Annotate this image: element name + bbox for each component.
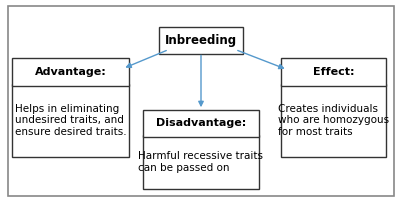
Text: Advantage:: Advantage: xyxy=(34,67,106,77)
FancyBboxPatch shape xyxy=(142,135,259,189)
Text: Harmful recessive traits
can be passed on: Harmful recessive traits can be passed o… xyxy=(138,151,263,173)
Text: Helps in eliminating
undesired traits, and
ensure desired traits.: Helps in eliminating undesired traits, a… xyxy=(14,104,126,137)
Text: Creates individuals
who are homozygous
for most traits: Creates individuals who are homozygous f… xyxy=(277,104,388,137)
FancyBboxPatch shape xyxy=(281,58,385,86)
FancyBboxPatch shape xyxy=(12,84,128,157)
FancyBboxPatch shape xyxy=(281,84,385,157)
FancyBboxPatch shape xyxy=(8,6,393,196)
FancyBboxPatch shape xyxy=(12,58,128,86)
FancyBboxPatch shape xyxy=(142,110,259,137)
Text: Disadvantage:: Disadvantage: xyxy=(156,118,245,128)
Text: Effect:: Effect: xyxy=(312,67,354,77)
Text: Inbreeding: Inbreeding xyxy=(164,34,237,47)
FancyBboxPatch shape xyxy=(158,27,243,54)
